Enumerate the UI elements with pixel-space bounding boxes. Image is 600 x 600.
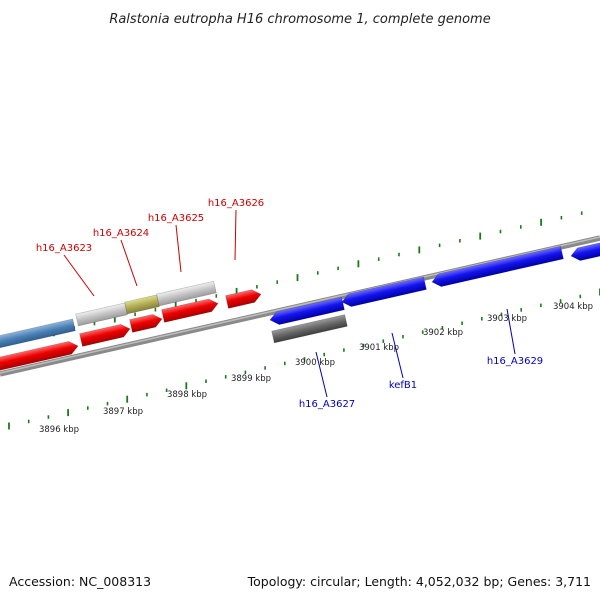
gene-label[interactable]: h16_A3624 [93,228,149,239]
gene-label[interactable]: h16_A3627 [299,399,355,410]
tick-label: 3902 kbp [423,328,463,338]
gene-reverse [431,245,564,287]
tick-label: 3904 kbp [553,302,593,312]
tick-label: 3900 kbp [295,358,335,368]
backbone-highlight [0,236,600,374]
tick-label: 3901 kbp [359,343,399,353]
gene-label-leader [234,209,237,261]
tick-label: 3903 kbp [487,314,527,324]
gene-label-leader [391,332,404,379]
gene-reverse [570,240,600,261]
gene-forward [129,314,163,333]
feature-gray-2 [156,280,217,307]
gene-label-leader [175,224,182,273]
gene-label[interactable]: h16_A3629 [487,356,543,367]
gene-forward [161,298,219,323]
gene-forward [0,341,79,372]
gene-label[interactable]: kefB1 [389,380,417,391]
accession-text: Accession: NC_008313 [9,574,151,589]
gene-forward [225,289,262,309]
gene-label-leader [506,308,516,355]
gene-label-leader [315,351,328,398]
feature-steel [0,318,76,350]
gene-reverse [269,296,345,325]
tick-label: 3898 kbp [167,390,207,400]
feature-olive [124,294,160,315]
tick-label: 3899 kbp [231,374,271,384]
gene-reverse [341,276,427,307]
tick-label: 3897 kbp [103,407,143,417]
tick-label: 3896 kbp [39,425,79,435]
map-title: Ralstonia eutropha H16 chromosome 1, com… [109,12,490,27]
feature-track [0,240,600,372]
gene-label[interactable]: h16_A3625 [148,213,204,224]
gene-label[interactable]: h16_A3623 [36,243,92,254]
feature-gray [75,302,128,327]
feature-dark [271,314,348,344]
gene-label-leader [120,239,138,287]
gene-label[interactable]: h16_A3626 [208,198,264,209]
gene-label-leader [63,254,95,297]
tick-rows: 3899 kbp 3900 kbp 3901 kbp 3902 kbp 3903 kbp… [8,211,600,435]
genome-summary-text: Topology: circular; Length: 4,052,032 bp… [247,574,591,589]
gene-forward [79,324,131,347]
